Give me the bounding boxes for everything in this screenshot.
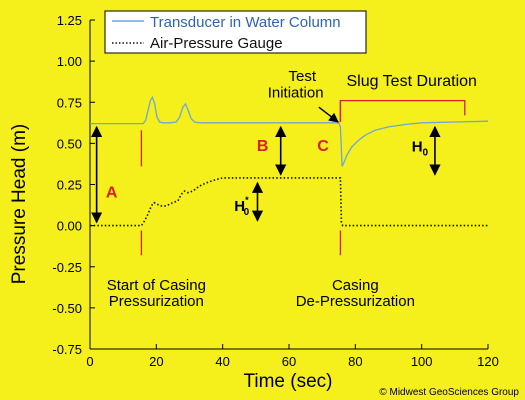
label-a: A — [106, 185, 118, 202]
x-tick-label: 0 — [86, 354, 93, 369]
legend-label-transducer: Transducer in Water Column — [150, 14, 341, 31]
test-initiation-pointer — [318, 106, 339, 123]
start-casing-line2: Pressurization — [109, 293, 204, 310]
y-tick-label: 1.00 — [57, 54, 82, 69]
test-initiation-line2: Initiation — [268, 84, 324, 101]
copyright: © Midwest GeoSciences Group — [379, 387, 519, 398]
x-tick-label: 20 — [149, 354, 163, 369]
slug-duration-bracket — [339, 99, 466, 122]
y-tick-label: -0.75 — [52, 342, 82, 357]
legend: Transducer in Water Column Air-Pressure … — [104, 10, 367, 54]
series-layer — [90, 95, 489, 227]
series-line-transducer — [90, 95, 489, 167]
legend-box — [104, 10, 367, 54]
y-tick-label: 1.25 — [57, 13, 82, 28]
casing-depress-line2: De-Pressurization — [296, 293, 415, 310]
x-axis-title: Time (sec) — [243, 371, 332, 392]
label-h0star: H* 0 — [234, 195, 249, 218]
label-h0: H0 — [412, 139, 429, 159]
y-tick-label: 0.50 — [57, 136, 82, 151]
y-tick-label: -0.50 — [52, 301, 82, 316]
x-tick-label: 40 — [215, 354, 229, 369]
y-tick-label: 0.25 — [57, 178, 82, 193]
test-initiation-line1: Test — [289, 68, 317, 85]
label-b: B — [257, 138, 269, 155]
x-tick-label: 60 — [282, 354, 296, 369]
y-axis-title: Pressure Head (m) — [9, 124, 30, 285]
legend-label-air-gauge: Air-Pressure Gauge — [150, 35, 283, 52]
y-tick-label: 0.75 — [57, 95, 82, 110]
label-c: C — [317, 138, 329, 155]
x-tick-label: 120 — [477, 354, 499, 369]
y-tick-label: -0.25 — [52, 260, 82, 275]
series-line-air-gauge — [90, 177, 488, 227]
x-tick-label: 80 — [348, 354, 362, 369]
start-casing-line1: Start of Casing — [107, 277, 206, 294]
axes: 1.25 1.00 0.75 0.50 0.25 0.00 -0.25 -0.50 -0.75 0… — [52, 13, 498, 369]
y-tick-label: 0.00 — [57, 219, 82, 234]
slug-test-duration-label: Slug Test Duration — [346, 73, 476, 90]
casing-depress-line1: Casing — [332, 277, 379, 294]
x-tick-label: 100 — [411, 354, 433, 369]
